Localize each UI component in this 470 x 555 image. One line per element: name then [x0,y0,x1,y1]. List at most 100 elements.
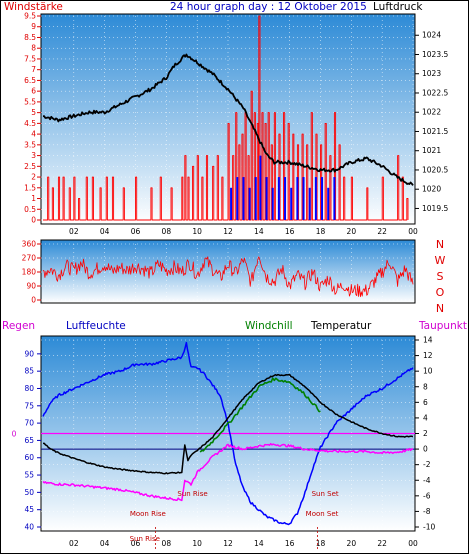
x-tick-label: 10 [192,539,202,548]
compass-label: N [436,238,444,251]
temperature-humidity-series [41,341,415,526]
temperature-axis-tick-label: -2 [423,460,431,469]
wind-axis-tick-label: 3 [31,151,36,160]
x-tick-label: 18 [316,539,326,548]
rain-label: Regen [2,320,35,332]
wind-axis-tick-label: 3.5 [24,140,36,149]
x-tick-label: 20 [347,539,357,548]
humidity-line [42,341,414,526]
x-tick-label: 02 [69,539,79,548]
temperature-axis-tick-label: 10 [423,367,433,376]
wind-axis-title: Windstärke [4,1,63,13]
direction-axis-tick-label: 360 [22,240,37,249]
temperature-axis-tick-label: 0 [423,445,428,454]
temperature-axis-tick-label: 2 [423,429,428,438]
x-tick-label: 22 [377,227,387,236]
humidity-axis-tick-label: 75 [24,401,34,410]
temperature-axis-tick-label: -10 [423,523,435,532]
rain-axis-zero-label: 0 [12,430,17,439]
temperature-axis-tick-label: 14 [423,336,433,345]
wind-axis-tick-label: 2.5 [24,162,36,171]
x-tick-label: 18 [316,227,326,236]
wind-axis-tick-label: 9.5 [24,12,36,21]
temperature-axis-tick-label: 4 [423,413,428,422]
humidity-axis-tick-label: 65 [24,436,34,445]
sun-moon-annotation: Sun Rise [177,490,207,498]
wind-axis-tick-label: 5.5 [24,97,36,106]
humidity-axis-tick-label: 70 [24,419,34,428]
sun-moon-annotation: Sun Set [312,490,339,498]
humidity-axis-tick-label: 80 [24,384,34,393]
wind-axis-tick-label: 7 [31,65,36,74]
humidity-axis-tick-label: 60 [24,453,34,462]
humidity-axis-tick-label: 85 [24,367,34,376]
wind-axis-tick-label: 2 [31,173,36,182]
pressure-line [42,53,414,186]
x-tick-label: 08 [162,539,172,548]
direction-axis-tick-label: 180 [22,268,37,277]
dewpoint-line [42,442,414,502]
x-tick-label: 06 [131,227,141,236]
temperature-humidity-axes: 4045505560657075808590-10-8-6-4-20246810… [12,336,435,551]
compass-label: O [436,286,445,299]
temperature-axis-tick-label: 6 [423,398,428,407]
dewpoint-label: Taupunkt [418,320,467,332]
humidity-label: Luftfeuchte [66,320,126,332]
wind-axis-tick-label: 8 [31,44,36,53]
x-tick-label: 14 [254,539,264,548]
wind-axis-tick-label: 4.5 [24,119,36,128]
x-tick-label: 04 [100,227,110,236]
wind-axis-tick-label: 7.5 [24,54,36,63]
graph-title: 24 hour graph day : 12 Oktober 2015 [170,1,367,13]
pressure-axis-tick-label: 1023 [422,69,441,78]
pressure-axis-tick-label: 1024 [422,31,441,40]
pressure-axis-tick-label: 1022.5 [422,88,448,97]
wind-gust-series [230,155,336,220]
direction-axis-tick-label: 90 [26,282,36,291]
x-tick-label: 20 [347,227,357,236]
humidity-axis-tick-label: 55 [24,471,34,480]
pressure-axis-tick-label: 1020.5 [422,165,448,174]
x-tick-label: 00 [408,227,418,236]
pressure-axis-tick-label: 1023.5 [422,50,448,59]
pressure-axis-tick-label: 1020 [422,185,441,194]
wind-direction-series [42,256,414,298]
temperature-label: Temperatur [310,320,372,332]
wind-axis-tick-label: 1 [31,194,36,203]
sun-moon-annotation: Sun Rise [130,535,160,543]
temperature-axis-tick-label: -6 [423,491,431,500]
sun-moon-annotation: Moon Rise [130,510,166,518]
wind-axis-tick-label: 6 [31,87,36,96]
compass-label: N [436,302,444,315]
windchill-label: Windchill [245,320,293,332]
wind-axis-tick-label: 5 [31,108,36,117]
pressure-axis-tick-label: 1019.5 [422,204,448,213]
wind-axis-tick-label: 4 [31,130,36,139]
x-tick-label: 12 [223,227,233,236]
x-tick-label: 22 [377,539,387,548]
x-tick-label: 12 [223,539,233,548]
temperature-axis-tick-label: 12 [423,351,433,360]
humidity-axis-tick-label: 45 [24,505,34,514]
wind-axis-tick-label: 0.5 [24,205,36,214]
sun-moon-annotation: Moon Set [306,510,339,518]
wind-axis-tick-label: 1.5 [24,183,36,192]
direction-axis-tick-label: 0 [31,296,36,305]
pressure-axis-tick-label: 1022 [422,108,441,117]
x-tick-label: 02 [69,227,79,236]
pressure-series [42,53,414,186]
wind-axis-tick-label: 0 [31,216,36,225]
direction-axis-tick-label: 270 [22,254,37,263]
x-tick-label: 16 [285,539,295,548]
humidity-axis-tick-label: 40 [24,523,34,532]
wind-direction-line [42,256,414,298]
wind-axis-tick-label: 8.5 [24,33,36,42]
windchill-line [199,377,321,453]
temperature-line [43,373,414,475]
x-tick-label: 14 [254,227,264,236]
pressure-axis-title: Luftdruck [373,1,423,13]
x-tick-label: 10 [192,227,202,236]
